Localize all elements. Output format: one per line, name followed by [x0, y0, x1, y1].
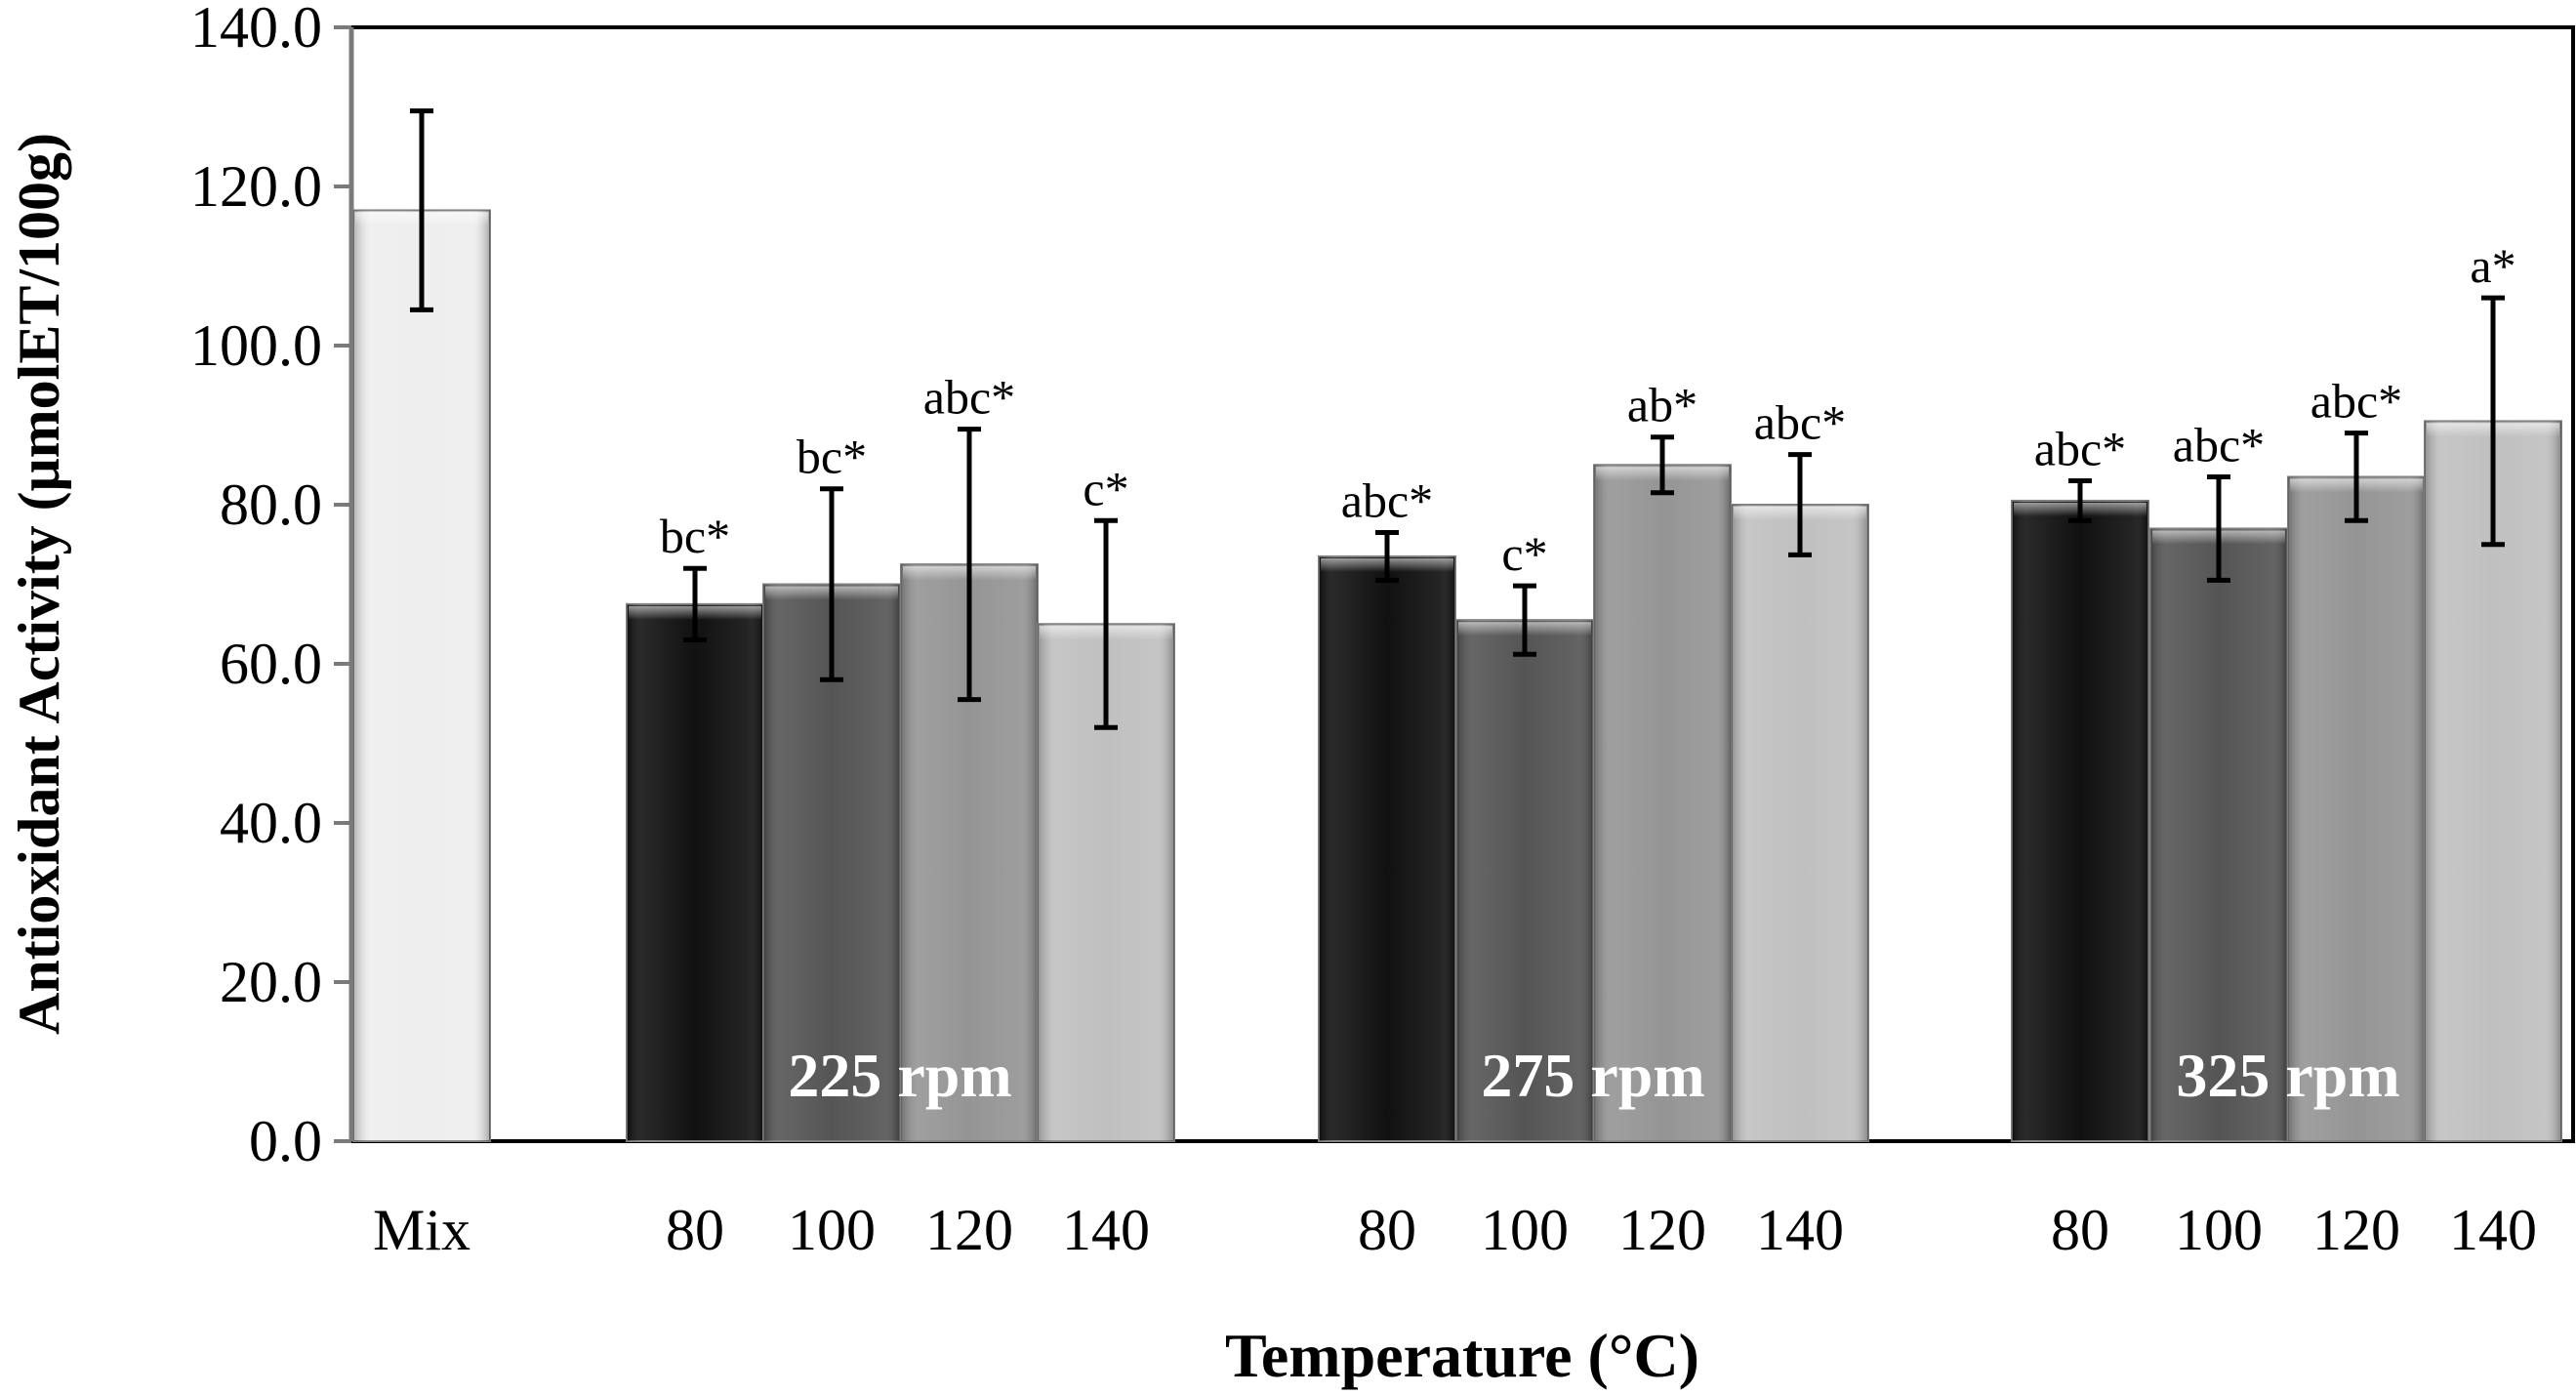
y-tick-label: 140.0	[190, 0, 322, 60]
significance-label: a*	[2470, 238, 2515, 293]
errorbars-layer	[410, 108, 2505, 730]
significance-label: c*	[1083, 461, 1128, 515]
y-ticks-layer: 0.0 20.0 40.0 60.0 80.0 100.0 120.0 140.0	[190, 0, 351, 1173]
x-tick-label: 100	[1481, 1198, 1569, 1262]
error-bar	[1651, 434, 1674, 496]
error-bar	[1094, 517, 1118, 730]
x-tick-label: 140	[1756, 1198, 1844, 1262]
bar-225-rpm-80	[626, 602, 764, 1142]
bar-325-rpm-120	[2287, 475, 2426, 1143]
significance-label: abc*	[1754, 395, 1846, 450]
x-tick-label: 80	[2051, 1198, 2109, 1262]
bar-325-rpm-100	[2149, 527, 2288, 1142]
bar-shading	[353, 210, 490, 1141]
error-bar	[820, 486, 843, 682]
error-bar	[2481, 295, 2505, 548]
significance-label: bc*	[660, 509, 730, 563]
significance-label: abc*	[2173, 417, 2265, 472]
group-label: 275 rpm	[1481, 1041, 1704, 1110]
significance-label: abc*	[2034, 422, 2126, 476]
y-tick-label: 40.0	[220, 791, 322, 855]
x-tick-label: 100	[788, 1198, 876, 1262]
x-tick-label: 80	[1358, 1198, 1416, 1262]
y-tick-label: 80.0	[220, 472, 322, 537]
x-tick-label: 100	[2175, 1198, 2263, 1262]
bar-shading	[627, 603, 763, 1141]
x-tick-label: 140	[2449, 1198, 2537, 1262]
error-bar	[2345, 431, 2368, 523]
significance-label: c*	[1501, 526, 1547, 581]
x-axis-title: Temperature (°C)	[1225, 1321, 1699, 1390]
y-axis-title: Antioxidant Activity (μmolET/100g)	[7, 133, 71, 1035]
bar-shading	[1594, 465, 1731, 1141]
significance-label: abc*	[1341, 473, 1433, 528]
y-tick-label: 0.0	[249, 1109, 322, 1173]
x-tick-label: 120	[925, 1198, 1013, 1262]
bars-layer	[352, 209, 2562, 1143]
significance-labels-layer: bc* bc* abc* c* abc* c* ab* abc* abc* abc* abc* a*	[660, 238, 2516, 581]
bar-275-rpm-100	[1455, 619, 1594, 1142]
bar-225-rpm-120	[900, 563, 1039, 1142]
error-bar	[958, 427, 981, 703]
error-bar	[1375, 530, 1399, 583]
bar-275-rpm-140	[1731, 504, 1869, 1142]
error-bar	[683, 565, 707, 643]
bar-shading	[2288, 476, 2425, 1142]
group-label: 225 rpm	[788, 1041, 1011, 1110]
bar-shading	[2150, 528, 2287, 1141]
error-bar	[2207, 473, 2230, 583]
bar-Mix	[352, 209, 491, 1142]
group-label: 325 rpm	[2176, 1041, 2399, 1110]
x-ticks-layer: Mix 80 100 120 140 80 100 120 140 80 100 120 140	[373, 1198, 2537, 1262]
bar-shading	[1456, 620, 1593, 1141]
x-tick-label: 140	[1062, 1198, 1150, 1262]
bar-325-rpm-80	[2011, 499, 2149, 1142]
group-labels-layer: 225 rpm 275 rpm 325 rpm	[788, 1041, 2399, 1110]
bar-275-rpm-80	[1318, 554, 1456, 1142]
x-tick-label: 80	[666, 1198, 724, 1262]
x-tick-label: 120	[1618, 1198, 1706, 1262]
bar-shading	[1732, 505, 1868, 1141]
significance-label: bc*	[797, 430, 867, 484]
significance-label: abc*	[923, 370, 1015, 425]
y-tick-label: 60.0	[220, 632, 322, 696]
error-bar	[1513, 583, 1536, 657]
bar-shading	[2012, 500, 2148, 1141]
significance-label: abc*	[2310, 374, 2402, 429]
error-bar	[1788, 452, 1812, 557]
bar-shading	[1319, 555, 1455, 1141]
error-bar	[410, 108, 433, 312]
y-tick-label: 100.0	[190, 313, 322, 378]
x-tick-label: 120	[2312, 1198, 2400, 1262]
error-bar	[2068, 478, 2092, 523]
y-tick-label: 120.0	[190, 154, 322, 219]
bar-275-rpm-120	[1593, 464, 1732, 1142]
significance-label: ab*	[1627, 378, 1697, 432]
y-tick-label: 20.0	[220, 950, 322, 1014]
x-tick-label: Mix	[373, 1198, 470, 1262]
